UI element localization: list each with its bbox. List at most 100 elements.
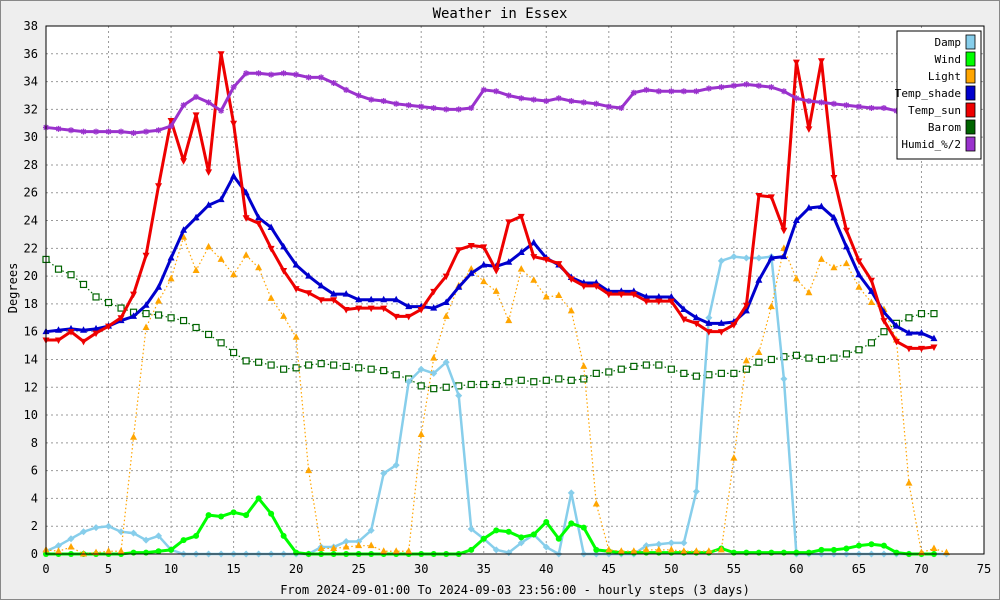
data-point	[155, 283, 163, 290]
data-point	[642, 292, 650, 300]
data-point	[530, 96, 537, 103]
data-point	[655, 540, 663, 548]
data-point	[405, 302, 413, 310]
data-point	[317, 360, 325, 368]
data-point	[617, 365, 625, 373]
data-point	[792, 59, 800, 67]
data-point	[492, 380, 500, 389]
data-point	[180, 233, 188, 240]
data-point	[717, 319, 725, 326]
x-tick-label: 55	[727, 562, 741, 576]
data-point	[230, 348, 238, 357]
data-point	[143, 128, 150, 135]
data-point	[255, 70, 262, 77]
data-point	[218, 107, 225, 114]
data-point	[92, 548, 100, 556]
data-point	[317, 297, 325, 304]
data-point	[630, 547, 638, 554]
data-point	[855, 346, 863, 354]
data-point	[80, 338, 88, 346]
x-tick-label: 35	[477, 562, 491, 576]
chart-title: Weather in Essex	[433, 6, 568, 22]
data-point	[805, 126, 813, 133]
data-point	[793, 95, 800, 102]
data-point	[430, 288, 438, 296]
data-point	[905, 345, 913, 353]
data-point	[442, 358, 450, 366]
data-point	[517, 539, 525, 547]
legend-label: Barom	[928, 121, 961, 134]
y-tick-label: 34	[24, 75, 38, 89]
data-point	[142, 310, 150, 318]
data-point	[355, 295, 363, 303]
data-point	[680, 305, 688, 312]
data-point	[342, 290, 350, 297]
data-point	[580, 362, 588, 369]
data-point	[392, 371, 400, 379]
data-point	[805, 354, 813, 362]
data-point	[280, 532, 287, 539]
data-point	[167, 117, 175, 125]
data-point	[54, 265, 63, 273]
data-point	[393, 100, 400, 107]
y-axis-label: Degrees	[6, 263, 20, 314]
data-point	[805, 204, 813, 211]
data-point	[530, 378, 538, 386]
data-point	[242, 215, 250, 222]
data-point	[179, 316, 188, 325]
y-tick-label: 12	[24, 380, 38, 394]
legend-swatch	[965, 51, 976, 67]
data-point	[892, 338, 900, 346]
data-point	[405, 102, 412, 109]
data-point	[417, 430, 425, 438]
data-point	[205, 242, 213, 250]
y-tick-label: 36	[24, 47, 38, 61]
data-point	[117, 528, 125, 536]
data-point	[605, 103, 612, 110]
x-tick-label: 40	[539, 562, 553, 576]
data-point	[893, 107, 900, 114]
data-point	[880, 328, 888, 336]
data-point	[143, 549, 150, 556]
x-tick-label: 5	[105, 562, 112, 576]
data-point	[55, 547, 63, 554]
x-tick-label: 65	[852, 562, 866, 576]
legend-swatch	[965, 68, 976, 84]
x-tick-label: 75	[977, 562, 991, 576]
data-point	[580, 375, 588, 383]
data-point	[718, 84, 725, 91]
data-point	[842, 350, 851, 358]
data-point	[392, 313, 400, 321]
data-point	[242, 357, 250, 365]
data-point	[680, 369, 688, 377]
data-point	[168, 123, 175, 130]
data-point	[367, 305, 375, 313]
data-point	[917, 548, 925, 556]
data-point	[267, 245, 275, 253]
data-point	[117, 304, 125, 312]
data-point	[530, 238, 538, 246]
data-point	[430, 369, 438, 377]
data-point	[742, 306, 750, 314]
data-point	[367, 295, 375, 303]
data-point	[468, 546, 475, 553]
x-tick-label: 50	[664, 562, 678, 576]
data-point	[442, 312, 450, 319]
data-point	[330, 290, 338, 297]
legend-label: Temp_shade	[895, 87, 961, 100]
data-point	[380, 295, 388, 303]
data-point	[142, 252, 150, 260]
data-point	[830, 546, 837, 553]
data-point	[380, 547, 388, 554]
data-point	[868, 541, 875, 548]
data-point	[292, 260, 300, 268]
data-point	[730, 369, 738, 377]
data-point	[618, 104, 625, 111]
data-point	[467, 525, 475, 533]
data-point	[442, 273, 450, 281]
y-tick-label: 14	[24, 352, 38, 366]
data-point	[317, 544, 325, 551]
data-point	[505, 316, 513, 324]
data-point	[667, 539, 675, 547]
data-point	[817, 202, 825, 210]
